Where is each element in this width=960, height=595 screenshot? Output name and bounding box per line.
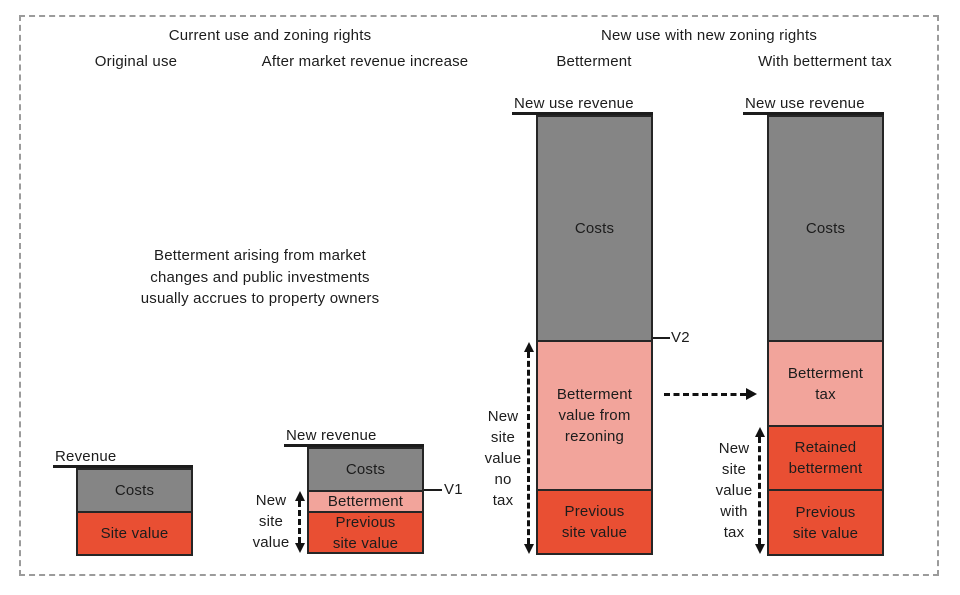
- group-header-current-use: Current use and zoning rights: [168, 27, 372, 44]
- segment-previous-site-value: Previous site value: [767, 489, 884, 556]
- revenue-line-betterment: [512, 112, 653, 115]
- arrow-right-icon: [746, 388, 757, 400]
- bar-after-market: Costs Betterment Previous site value: [307, 447, 424, 554]
- segment-costs: Costs: [307, 447, 424, 492]
- v2-tick-line: [653, 337, 670, 339]
- arrow-down-icon: [754, 544, 765, 554]
- segment-costs: Costs: [536, 115, 653, 342]
- dashed-line: [758, 437, 761, 544]
- bar-betterment: Costs Betterment value from rezoning Pre…: [536, 115, 653, 555]
- revenue-line-original-use: [53, 465, 193, 468]
- segment-previous-site-value: Previous site value: [536, 489, 653, 555]
- revenue-label-after-market: New revenue: [286, 427, 377, 444]
- segment-label-site-value: Site value: [100, 525, 169, 542]
- segment-retained-betterment: Retained betterment: [767, 425, 884, 491]
- new-site-value-no-tax-arrow-icon: [523, 342, 534, 554]
- dashed-border-frame: [19, 15, 939, 576]
- column-header-after-market: After market revenue increase: [261, 53, 469, 70]
- segment-label-costs: Costs: [805, 220, 846, 237]
- column-header-betterment: Betterment: [556, 53, 632, 70]
- v1-tick-line: [424, 489, 442, 491]
- segment-label-retained-betterment: Retained betterment: [788, 439, 863, 477]
- group-header-new-use: New use with new zoning rights: [600, 27, 818, 44]
- note-text: Betterment arising from market changes a…: [105, 245, 415, 310]
- segment-label-betterment: Betterment: [327, 492, 404, 510]
- segment-label-costs: Costs: [574, 220, 615, 237]
- segment-label-previous-site-value: Previous site value: [792, 503, 859, 542]
- revenue-line-after-market: [284, 444, 424, 447]
- segment-betterment: Betterment: [307, 490, 424, 513]
- dashed-line: [527, 352, 530, 544]
- segment-betterment-value: Betterment value from rezoning: [536, 340, 653, 491]
- arrow-up-icon: [523, 342, 534, 352]
- column-header-with-betterment-tax: With betterment tax: [758, 53, 892, 70]
- revenue-line-with-tax: [743, 112, 884, 115]
- note-line-2: changes and public investments: [150, 268, 370, 286]
- segment-label-previous-site-value: Previous site value: [332, 513, 399, 552]
- arrow-up-icon: [294, 491, 305, 501]
- revenue-label-with-tax: New use revenue: [745, 95, 865, 112]
- new-site-value-no-tax-label: New site value no tax: [484, 408, 522, 509]
- v2-marker: V2: [671, 329, 690, 346]
- new-site-value-with-tax-arrow-icon: [754, 427, 765, 554]
- note-line-3: usually accrues to property owners: [140, 290, 380, 307]
- arrow-up-icon: [754, 427, 765, 437]
- revenue-label-original-use: Revenue: [55, 448, 117, 465]
- v1-marker: V1: [444, 481, 463, 498]
- column-header-original-use: Original use: [94, 53, 178, 70]
- dashed-line: [298, 501, 301, 543]
- dashed-line: [664, 392, 746, 396]
- segment-label-betterment-value: Betterment value from rezoning: [556, 386, 633, 445]
- segment-label-costs: Costs: [345, 461, 386, 478]
- new-site-value-label: New site value: [252, 492, 290, 551]
- segment-label-previous-site-value: Previous site value: [561, 503, 628, 541]
- arrow-down-icon: [294, 543, 305, 553]
- segment-label-costs: Costs: [114, 482, 155, 499]
- segment-costs: Costs: [767, 115, 884, 342]
- new-site-value-arrow-icon: [294, 491, 305, 553]
- segment-label-betterment-tax: Betterment tax: [787, 364, 864, 403]
- bar-original-use: Costs Site value: [76, 468, 193, 556]
- segment-betterment-tax: Betterment tax: [767, 340, 884, 427]
- new-site-value-with-tax-label: New site value with tax: [715, 440, 753, 541]
- betterment-to-tax-arrow-icon: [664, 387, 757, 401]
- segment-site-value: Site value: [76, 511, 193, 556]
- revenue-label-betterment: New use revenue: [514, 95, 634, 112]
- segment-costs: Costs: [76, 468, 193, 513]
- arrow-down-icon: [523, 544, 534, 554]
- note-line-1: Betterment arising from market: [154, 247, 366, 264]
- bar-with-betterment-tax: Costs Betterment tax Retained betterment…: [767, 115, 884, 556]
- segment-previous-site-value: Previous site value: [307, 511, 424, 554]
